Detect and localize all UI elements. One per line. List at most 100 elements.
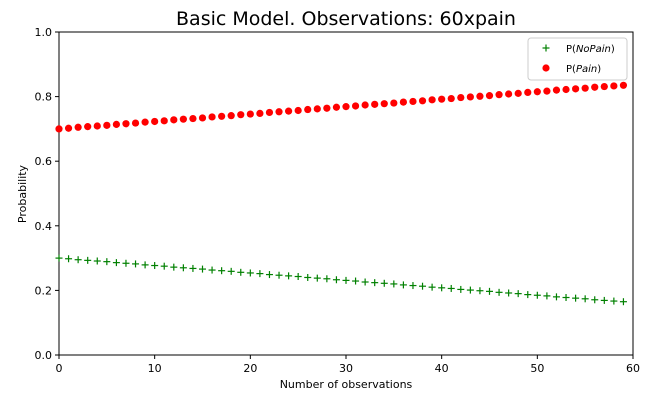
data-point xyxy=(65,255,73,263)
data-point xyxy=(256,270,264,278)
data-point xyxy=(265,108,274,117)
data-point xyxy=(227,267,235,275)
data-point xyxy=(505,90,513,98)
data-point xyxy=(332,103,341,111)
data-point xyxy=(543,87,551,95)
legend: P(NoPain) P(Pain) xyxy=(527,37,628,81)
data-point xyxy=(294,273,302,281)
data-point xyxy=(371,279,379,287)
data-point xyxy=(457,285,465,293)
data-point xyxy=(179,264,187,272)
data-point xyxy=(600,296,608,304)
data-point xyxy=(141,261,149,269)
data-point xyxy=(505,289,513,297)
data-point xyxy=(409,97,417,106)
legend-marker-p-pain xyxy=(542,64,550,72)
data-point xyxy=(198,114,207,122)
data-point xyxy=(313,105,321,113)
data-point xyxy=(390,280,398,288)
data-point xyxy=(457,93,465,102)
data-point xyxy=(418,97,427,105)
data-point xyxy=(122,259,130,267)
y-tick-label: 0.6 xyxy=(35,155,53,168)
data-point xyxy=(380,100,388,108)
data-point xyxy=(572,294,580,302)
x-axis: 0 10 20 30 40 50 60 xyxy=(56,355,640,375)
chart-title: Basic Model. Observations: 60xpain xyxy=(176,8,516,30)
data-point xyxy=(132,260,140,268)
data-point xyxy=(581,84,589,92)
x-tick-label: 40 xyxy=(435,362,449,375)
data-point xyxy=(151,262,159,270)
x-tick-label: 10 xyxy=(148,362,162,375)
legend-marker-plus xyxy=(542,44,550,52)
data-point xyxy=(84,123,92,131)
data-point xyxy=(131,119,140,127)
data-point xyxy=(562,85,570,94)
data-point xyxy=(237,268,245,276)
data-point xyxy=(543,292,551,300)
data-point xyxy=(179,115,187,123)
x-tick-label: 60 xyxy=(626,362,640,375)
series-p-pain xyxy=(55,81,628,133)
y-tick-label: 0.4 xyxy=(35,220,53,233)
data-point xyxy=(524,88,532,97)
data-point xyxy=(275,108,283,116)
data-point xyxy=(55,125,63,133)
y-tick-label: 0.8 xyxy=(35,91,53,104)
data-point xyxy=(361,278,369,286)
data-point xyxy=(524,291,532,299)
data-point xyxy=(64,124,73,132)
data-point xyxy=(466,93,474,101)
x-tick-label: 50 xyxy=(530,362,544,375)
data-point xyxy=(428,96,436,104)
data-point xyxy=(112,259,120,267)
data-point xyxy=(371,100,379,108)
data-point xyxy=(390,99,398,107)
data-point xyxy=(141,118,149,126)
data-point xyxy=(342,276,350,284)
data-point xyxy=(218,112,226,120)
data-point xyxy=(304,273,312,281)
data-point xyxy=(170,116,178,124)
data-point xyxy=(428,283,436,291)
data-point xyxy=(151,117,159,126)
data-point xyxy=(246,269,254,277)
data-point xyxy=(552,86,561,94)
data-point xyxy=(552,293,560,301)
data-point xyxy=(380,279,388,287)
y-tick-label: 0.0 xyxy=(35,349,53,362)
data-point xyxy=(208,113,216,121)
x-axis-label: Number of observations xyxy=(280,378,413,391)
data-point xyxy=(256,109,264,117)
y-axis-label: Probability xyxy=(16,164,29,223)
data-point xyxy=(93,122,101,130)
data-point xyxy=(591,83,599,91)
legend-box xyxy=(527,37,628,81)
data-point xyxy=(438,284,446,292)
data-point xyxy=(419,282,427,290)
data-point xyxy=(170,263,178,271)
data-point xyxy=(581,295,589,303)
data-point xyxy=(294,106,302,115)
x-tick-label: 0 xyxy=(56,362,63,375)
data-point xyxy=(352,277,360,285)
data-point xyxy=(103,121,111,129)
series-p-nopain xyxy=(55,254,627,306)
data-point xyxy=(438,95,446,103)
data-point xyxy=(285,107,293,115)
data-point xyxy=(74,256,82,264)
data-point xyxy=(562,294,570,302)
data-point xyxy=(189,114,197,123)
data-point xyxy=(285,272,293,280)
data-point xyxy=(332,276,340,284)
data-point xyxy=(514,290,522,298)
data-point xyxy=(447,94,455,103)
data-point xyxy=(304,105,312,114)
data-point xyxy=(160,117,168,125)
data-point xyxy=(160,262,168,270)
data-point xyxy=(112,120,120,128)
data-point xyxy=(495,288,503,296)
data-point xyxy=(399,281,407,289)
